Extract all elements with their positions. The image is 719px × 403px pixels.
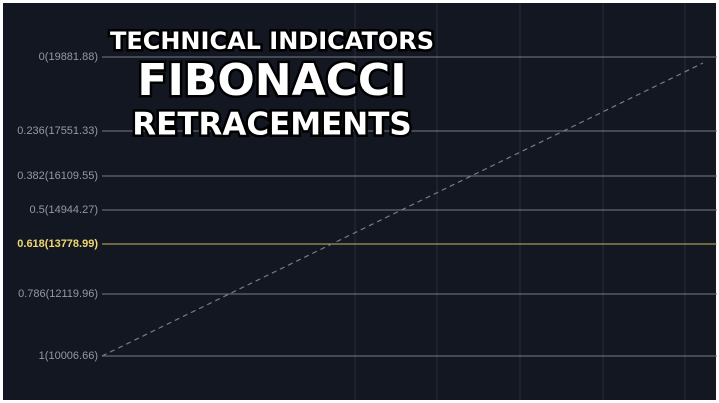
- level-label: 0.786(12119.96): [18, 288, 98, 300]
- title-line: TECHNICAL INDICATORS: [110, 27, 434, 55]
- level-label: 0.618(13778.99): [17, 238, 98, 250]
- level-label: 0.382(16109.55): [17, 170, 98, 182]
- vertical-grid: [354, 3, 686, 400]
- level-label: 1(10006.66): [39, 350, 98, 362]
- title-line: RETRACEMENTS: [132, 107, 411, 143]
- level-label: 0(19881.88): [39, 51, 98, 63]
- level-label: 0.5(14944.27): [30, 204, 99, 216]
- levels: 0(19881.88) 0.236(17551.33) 0.382(16109.55…: [17, 51, 717, 362]
- level-label: 0.236(17551.33): [17, 125, 98, 137]
- trend-line: [101, 62, 704, 357]
- title-line: FIBONACCI: [137, 55, 406, 106]
